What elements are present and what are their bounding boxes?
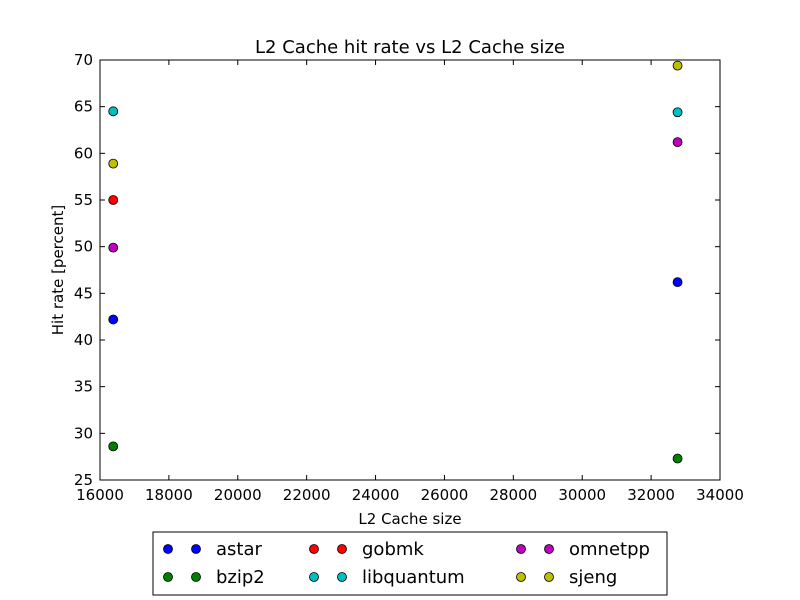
- legend-label-astar: astar: [216, 539, 262, 560]
- data-point-astar: [672, 277, 683, 288]
- legend-marker-omnetpp: [544, 544, 554, 554]
- data-point-omnetpp: [672, 137, 683, 148]
- data-point-libquantum: [672, 107, 683, 118]
- data-point-sjeng: [672, 60, 683, 71]
- data-point-bzip2: [108, 441, 119, 452]
- legend-marker-sjeng: [516, 572, 526, 582]
- data-point-omnetpp: [108, 242, 119, 253]
- y-tick-label: 35: [74, 378, 93, 396]
- x-tick-label: 20000: [214, 486, 262, 504]
- y-tick-label: 30: [74, 424, 93, 442]
- y-tick-label: 55: [74, 191, 93, 209]
- legend-marker-astar: [163, 544, 173, 554]
- data-point-astar: [108, 314, 119, 325]
- plot-area: [99, 59, 721, 481]
- x-tick-label: 16000: [76, 486, 124, 504]
- legend-box: [152, 531, 668, 596]
- data-point-bzip2: [672, 453, 683, 464]
- data-point-sjeng: [108, 158, 119, 169]
- x-tick-label: 32000: [627, 486, 675, 504]
- legend-label-omnetpp: omnetpp: [569, 539, 650, 560]
- legend-marker-libquantum: [309, 572, 319, 582]
- legend-marker-gobmk: [337, 544, 347, 554]
- x-tick-label: 30000: [558, 486, 606, 504]
- legend-marker-sjeng: [544, 572, 554, 582]
- x-tick-label: 22000: [283, 486, 331, 504]
- legend-marker-astar: [191, 544, 201, 554]
- y-tick-label: 40: [74, 331, 93, 349]
- legend-marker-bzip2: [163, 572, 173, 582]
- legend-label-libquantum: libquantum: [362, 567, 465, 588]
- chart-title: L2 Cache hit rate vs L2 Cache size: [255, 37, 565, 58]
- legend-marker-bzip2: [191, 572, 201, 582]
- y-tick-label: 45: [74, 284, 93, 302]
- y-tick-label: 60: [74, 144, 93, 162]
- x-tick-label: 34000: [696, 486, 744, 504]
- x-tick-label: 24000: [352, 486, 400, 504]
- legend-label-bzip2: bzip2: [216, 567, 265, 588]
- legend: astar bzip2 gobmk libquantum omnetpp sjeng: [152, 531, 668, 596]
- y-tick-label: 25: [74, 471, 93, 489]
- y-tick-label: 65: [74, 98, 93, 116]
- legend-marker-omnetpp: [516, 544, 526, 554]
- y-axis-label: Hit rate [percent]: [49, 205, 67, 336]
- legend-marker-libquantum: [337, 572, 347, 582]
- x-axis-label: L2 Cache size: [358, 510, 461, 528]
- legend-marker-gobmk: [309, 544, 319, 554]
- y-tick-label: 50: [74, 238, 93, 256]
- legend-label-gobmk: gobmk: [362, 539, 424, 560]
- data-point-gobmk: [108, 195, 119, 205]
- x-tick-label: 18000: [145, 486, 193, 504]
- y-tick-label: 70: [74, 51, 93, 69]
- x-tick-label: 26000: [421, 486, 469, 504]
- x-tick-label: 28000: [489, 486, 537, 504]
- legend-label-sjeng: sjeng: [569, 567, 617, 588]
- data-point-libquantum: [108, 106, 119, 117]
